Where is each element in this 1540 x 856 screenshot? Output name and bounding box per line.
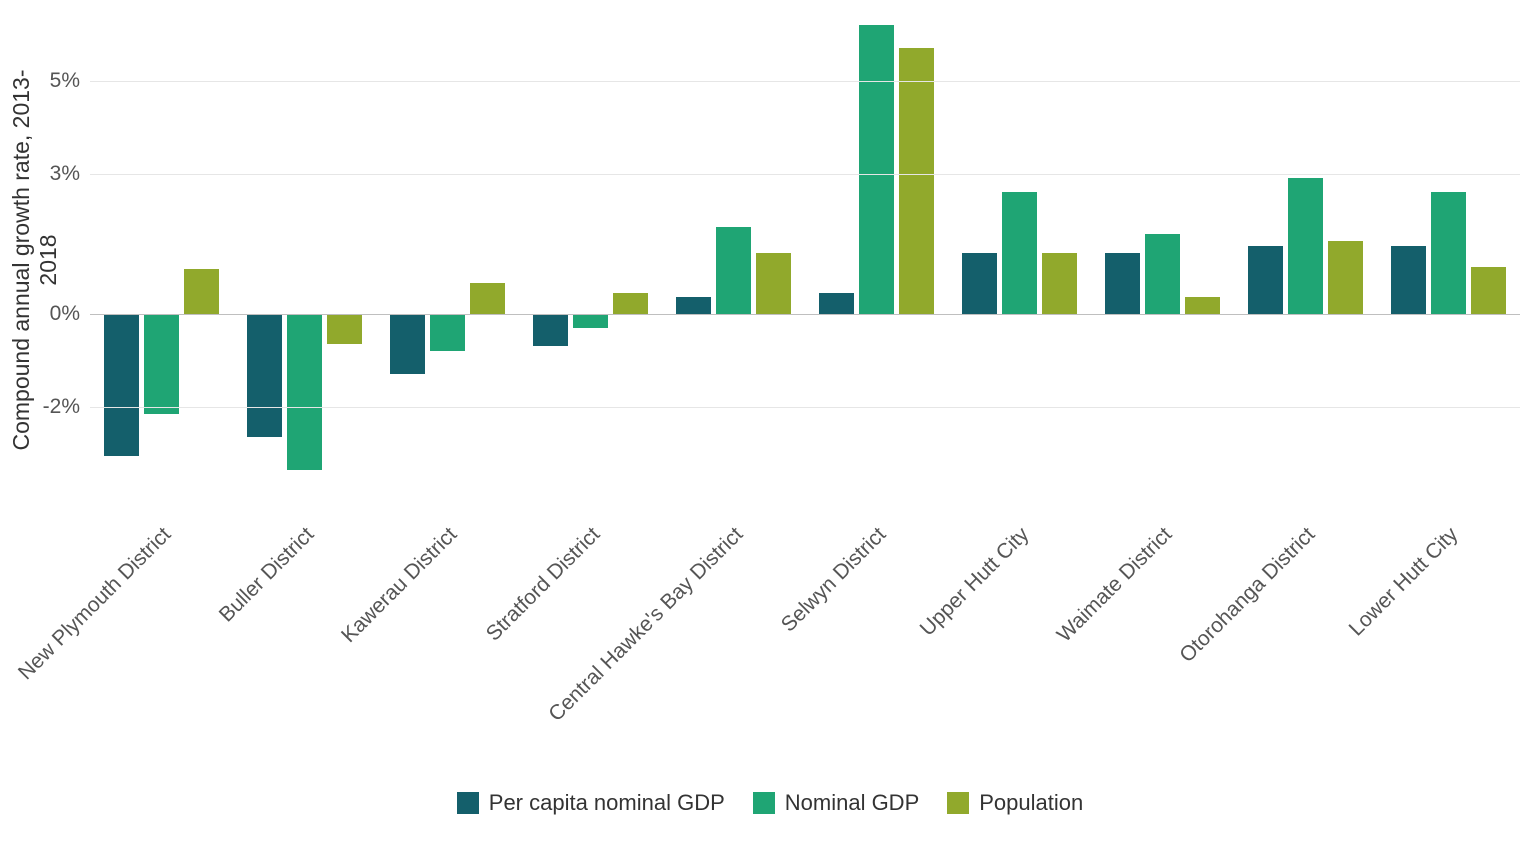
bar [819,293,853,314]
bar [144,314,178,414]
bar [899,48,933,314]
y-tick-label: 5% [50,69,90,93]
y-tick-label: -2% [43,395,90,419]
y-tick-label: 0% [50,302,90,326]
bar [184,269,218,313]
bar-group [948,20,1091,500]
x-tick-label: New Plymouth District [0,520,178,763]
bar [859,25,893,314]
bar-group [376,20,519,500]
legend: Per capita nominal GDP Nominal GDP Populat… [0,790,1540,820]
bar [1288,178,1322,313]
bar-group [1234,20,1377,500]
gridline [90,81,1520,82]
gridline [90,407,1520,408]
bar-group [90,20,233,500]
bar-group [1377,20,1520,500]
bar-group [519,20,662,500]
bar [533,314,567,347]
bar [1248,246,1282,314]
bar [716,227,750,313]
bar-group [805,20,948,500]
gridline [90,174,1520,175]
bar [1002,192,1036,313]
legend-swatch [947,792,969,814]
bar [676,297,710,313]
y-tick-label: 3% [50,162,90,186]
bar [1042,253,1076,314]
zero-line [90,314,1520,315]
bar [390,314,424,375]
x-label-slot: Lower Hutt City [1377,510,1520,740]
bar [1185,297,1219,313]
bar [1471,267,1505,314]
legend-label: Per capita nominal GDP [489,790,725,816]
legend-item: Population [947,790,1083,816]
bar [1391,246,1425,314]
bar [104,314,138,456]
plot-area: -2%0%3%5% [90,20,1520,500]
bar-group [662,20,805,500]
bar [756,253,790,314]
bar [1328,241,1362,313]
legend-label: Population [979,790,1083,816]
legend-item: Nominal GDP [753,790,919,816]
bar [573,314,607,328]
bar [430,314,464,351]
legend-swatch [457,792,479,814]
bar-group [1091,20,1234,500]
bar [613,293,647,314]
chart-container: Compound annual growth rate, 2013-2018 -… [0,0,1540,856]
legend-label: Nominal GDP [785,790,919,816]
bar [287,314,321,470]
legend-item: Per capita nominal GDP [457,790,725,816]
bar [247,314,281,437]
bar [1105,253,1139,314]
bar [327,314,361,344]
bar-groups [90,20,1520,500]
legend-swatch [753,792,775,814]
bar [1145,234,1179,313]
bar [470,283,504,313]
bar [962,253,996,314]
bar [1431,192,1465,313]
bar-group [233,20,376,500]
x-axis-labels: New Plymouth DistrictBuller DistrictKawe… [90,510,1520,740]
